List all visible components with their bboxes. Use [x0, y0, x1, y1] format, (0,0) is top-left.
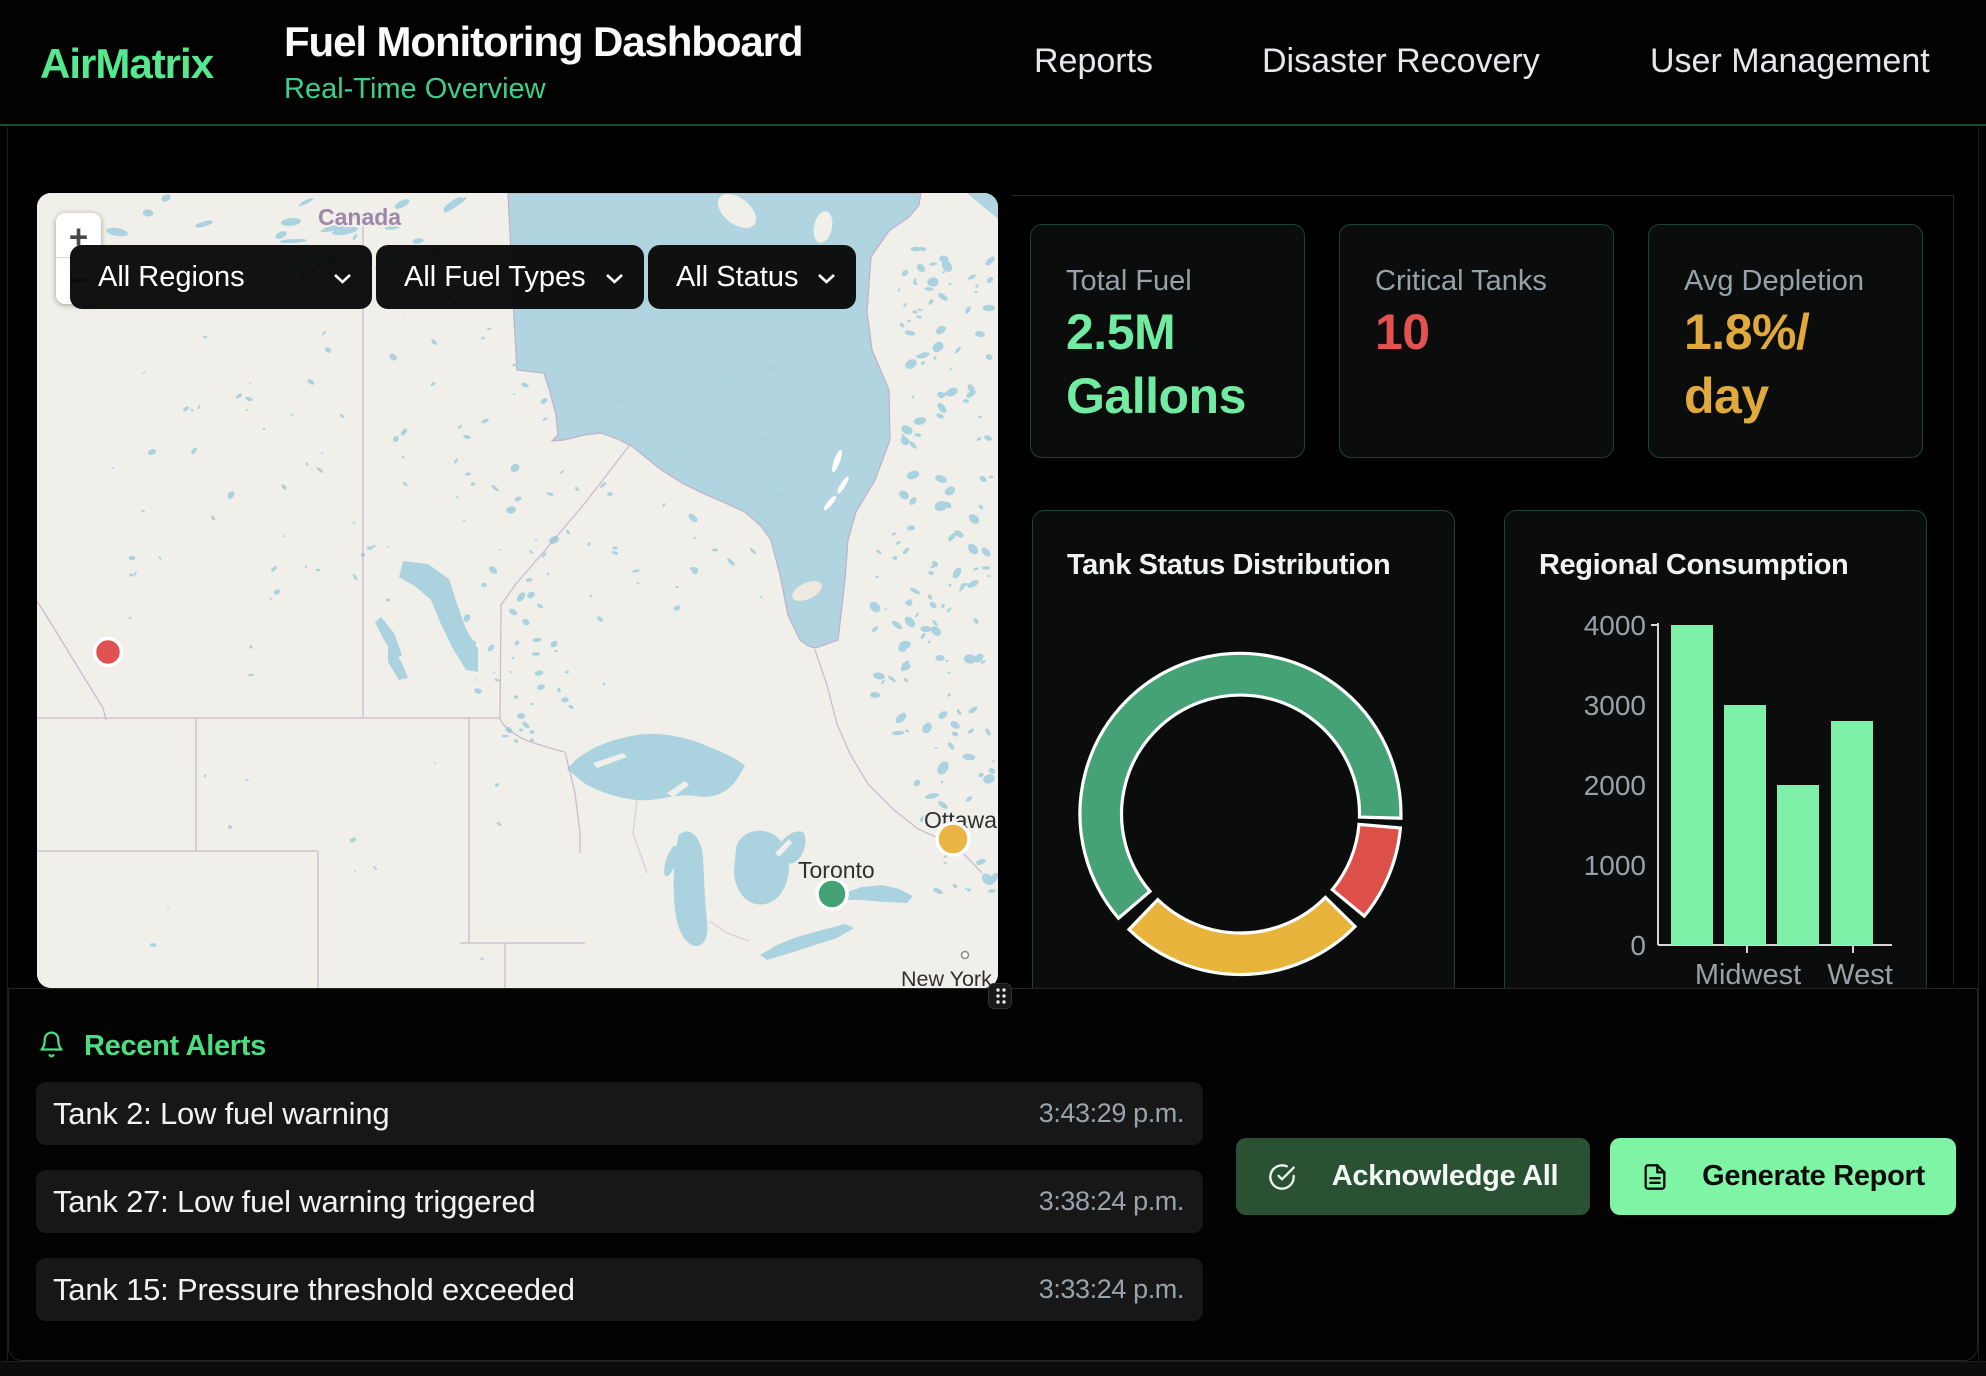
svg-text:3000: 3000 — [1584, 690, 1646, 721]
svg-text:2000: 2000 — [1584, 770, 1646, 801]
svg-text:0: 0 — [1630, 930, 1646, 961]
svg-text:4000: 4000 — [1584, 610, 1646, 641]
svg-text:1000: 1000 — [1584, 850, 1646, 881]
svg-text:West: West — [1827, 959, 1893, 988]
svg-text:Canada: Canada — [318, 204, 401, 230]
svg-text:New York: New York — [901, 967, 992, 988]
svg-text:Midwest: Midwest — [1695, 959, 1801, 988]
